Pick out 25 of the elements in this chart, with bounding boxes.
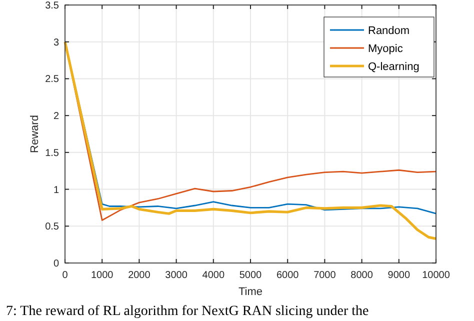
y-tick-label: 1 — [53, 184, 60, 196]
y-tick-label: 2.5 — [45, 74, 60, 86]
x-tick-label: 5000 — [239, 270, 262, 281]
legend-label: Q-learning — [368, 61, 420, 73]
x-tick-label: 9000 — [388, 270, 410, 281]
y-tick-label: 1.5 — [45, 148, 60, 159]
x-tick-label: 6000 — [276, 270, 300, 281]
y-axis-title: Reward — [29, 115, 41, 153]
legend-label: Myopic — [368, 43, 404, 55]
y-tick-label: 0 — [53, 258, 60, 270]
x-tick-label: 10000 — [422, 270, 450, 281]
y-tick-label: 2 — [53, 111, 60, 122]
y-tick-label: 3 — [53, 37, 60, 48]
y-tick-label: 0.5 — [45, 222, 60, 233]
x-tick-label: 1000 — [90, 270, 114, 281]
text: 7: The reward of RL algorithm for NextG RAN slicing under the — [6, 304, 369, 319]
legend-label: Random — [368, 25, 410, 37]
x-tick-label: 8000 — [350, 270, 374, 281]
y-tick-label: 3.5 — [45, 0, 60, 12]
x-tick-label: 3000 — [165, 270, 188, 281]
x-axis-title: Time — [238, 286, 263, 298]
x-tick-label: 0 — [62, 270, 68, 281]
x-tick-label: 4000 — [202, 270, 225, 281]
x-tick-label: 2000 — [128, 270, 151, 281]
x-tick-label: 7000 — [314, 270, 336, 281]
